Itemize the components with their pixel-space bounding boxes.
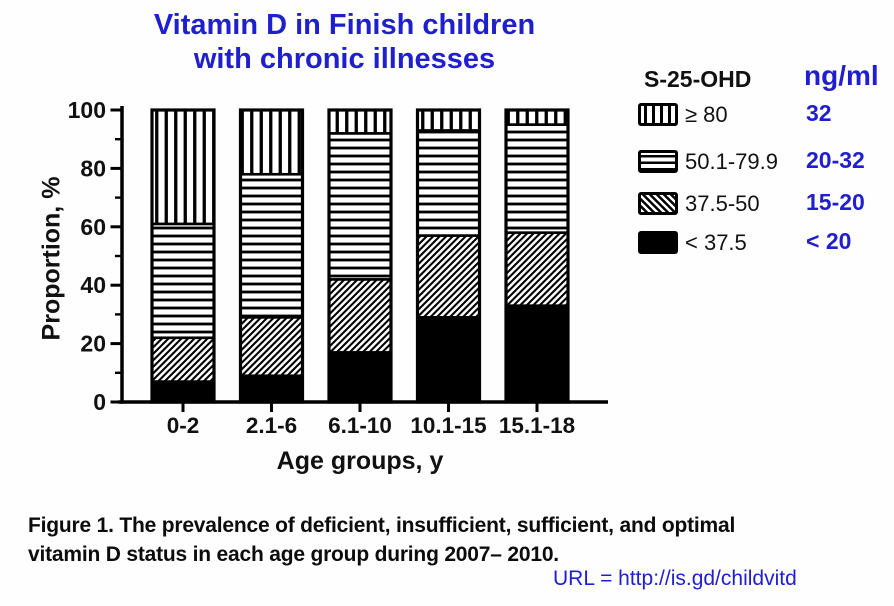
y-tick-label: 40: [80, 272, 106, 298]
legend: S-25-OHD ng/ml ≥ 80 32 50.1-79.9 20-32 3…: [628, 58, 894, 268]
bar-segment-horizontal-stripes: [504, 123, 570, 234]
bar-segment-solid-black: [239, 374, 304, 404]
bar-segment-diagonal-stripes: [416, 234, 481, 319]
bar-segment-horizontal-stripes: [150, 222, 216, 340]
bar-segment-diagonal-stripes: [504, 231, 570, 307]
y-axis-title: Proportion, %: [37, 176, 66, 341]
bar-segment-diagonal-stripes: [327, 278, 393, 354]
bar-segment-vertical-stripes: [150, 108, 216, 226]
bar-segment-vertical-stripes: [327, 108, 393, 135]
x-tick-label: 15.1-18: [499, 413, 575, 438]
y-tick-label: 80: [80, 155, 106, 181]
bar-segment-solid-black: [327, 351, 393, 404]
caption-line2: and optimal vitamin D status in each age…: [28, 514, 736, 566]
legend-range-label: 50.1-79.9: [685, 149, 778, 174]
bar-segment-vertical-stripes: [504, 108, 570, 126]
bar-segment-vertical-stripes: [239, 108, 304, 176]
legend-header: S-25-OHD: [644, 66, 752, 92]
caption-line3: 2010.: [507, 542, 559, 566]
slide-title-line2: with chronic illnesses: [193, 43, 496, 75]
bar-segment-solid-black: [150, 380, 216, 404]
x-tick-label: 2.1-6: [246, 413, 297, 438]
x-axis-title: Age groups, y: [276, 447, 444, 475]
legend-item: < 37.5 < 20: [628, 228, 894, 256]
horizontal-stripes-swatch: [638, 150, 678, 173]
legend-item: 37.5-50 15-20: [628, 189, 894, 217]
legend-range-label: ≥ 80: [685, 102, 728, 127]
legend-ngml-value: 20-32: [806, 147, 865, 173]
bar-segment-solid-black: [504, 304, 570, 404]
bar-segment-horizontal-stripes: [239, 172, 304, 319]
legend-ngml-value: 15-20: [806, 189, 865, 215]
y-tick-label: 60: [80, 214, 106, 240]
bar-segment-horizontal-stripes: [416, 129, 481, 237]
bar-segment-diagonal-stripes: [239, 316, 304, 378]
vertical-stripes-swatch: [638, 103, 678, 126]
slide-title: Vitamin D in Finish children with chroni…: [62, 8, 627, 76]
legend-unit-header: ng/ml: [804, 60, 879, 91]
legend-ngml-value: < 20: [806, 228, 852, 254]
bar-segment-solid-black: [416, 316, 481, 404]
x-tick-label: 0-2: [167, 413, 200, 438]
legend-ngml-value: 32: [806, 100, 832, 126]
caption-line1: Figure 1. The prevalence of deficient, i…: [28, 514, 614, 537]
bar-segment-horizontal-stripes: [327, 132, 393, 281]
diagonal-stripes-swatch: [638, 192, 678, 215]
bar-segment-vertical-stripes: [416, 108, 481, 132]
bar-segment-diagonal-stripes: [150, 336, 216, 383]
legend-item: 50.1-79.9 20-32: [628, 147, 894, 175]
x-tick-label: 10.1-15: [410, 413, 486, 438]
solid-black-swatch: [638, 231, 678, 254]
y-tick-label: 100: [68, 97, 106, 123]
y-tick-label: 0: [93, 389, 106, 415]
legend-range-label: 37.5-50: [685, 191, 760, 216]
url-note: URL = http://is.gd/childvitd: [553, 567, 797, 590]
legend-item: ≥ 80 32: [628, 100, 894, 128]
y-tick-label: 20: [80, 331, 106, 357]
figure-caption: Figure 1. The prevalence of deficient, i…: [28, 512, 788, 569]
slide-title-line1: Vitamin D in Finish children: [153, 9, 536, 41]
legend-range-label: < 37.5: [685, 230, 747, 255]
x-tick-label: 6.1-10: [328, 413, 392, 438]
